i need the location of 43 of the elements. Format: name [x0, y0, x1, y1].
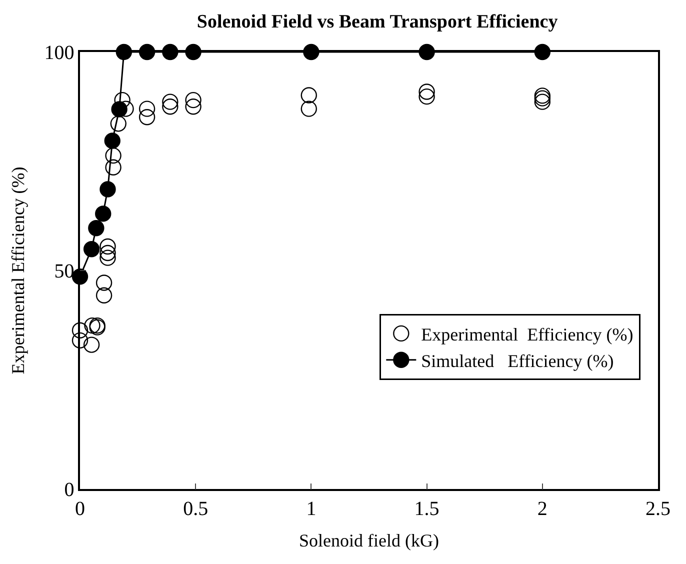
point — [110, 116, 126, 132]
x-tick-label: 1.5 — [414, 498, 440, 520]
point — [83, 336, 100, 353]
y-tick-label: 0 — [64, 479, 74, 501]
point — [300, 100, 317, 117]
point — [162, 98, 178, 115]
legend-label: Simulated Efficiency (%) — [421, 350, 614, 371]
point — [95, 206, 112, 222]
point — [418, 88, 435, 105]
y-axis-title: Experimental Efficiency (%) — [8, 166, 28, 374]
point — [88, 220, 104, 236]
point — [84, 317, 100, 334]
point — [72, 332, 88, 349]
point — [138, 109, 156, 126]
point — [100, 181, 116, 198]
point — [100, 250, 116, 266]
x-tick-label: 0.5 — [183, 498, 208, 520]
x-axis-title: Solenoid field (kG) — [299, 530, 439, 550]
point — [83, 240, 100, 258]
point — [114, 92, 130, 108]
point — [162, 94, 178, 110]
point — [72, 322, 88, 338]
x-tick-label: 1 — [306, 498, 316, 520]
y-tick-label: 100 — [44, 42, 74, 64]
point — [418, 84, 435, 100]
point — [111, 101, 128, 118]
point — [96, 287, 112, 304]
point — [138, 100, 156, 117]
y-tick-label: 50 — [54, 260, 74, 282]
point — [96, 274, 112, 291]
point — [105, 159, 122, 176]
x-tick-label: 2 — [537, 498, 548, 520]
point — [100, 238, 116, 255]
point — [185, 98, 202, 115]
point — [185, 92, 202, 108]
point — [100, 244, 116, 262]
point — [104, 132, 120, 149]
legend-label: Experimental Efficiency (%) — [421, 324, 634, 344]
chart-title: Solenoid Field vs Beam Transport Efficiency — [196, 11, 558, 32]
point — [300, 87, 317, 104]
point — [534, 94, 550, 110]
x-tick-label: 2.5 — [646, 498, 670, 520]
point — [105, 147, 122, 164]
